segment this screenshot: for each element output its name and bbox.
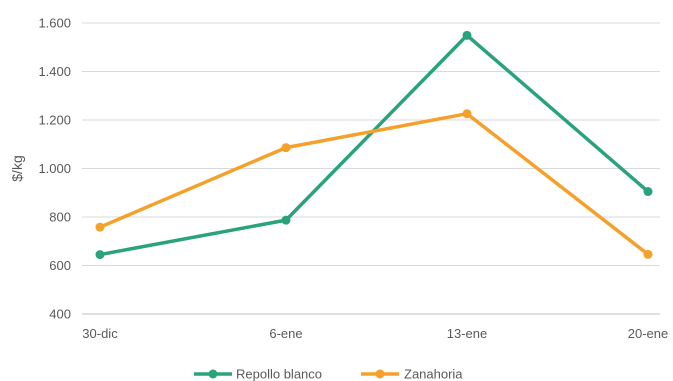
y-tick-label: 1.400 xyxy=(38,64,71,79)
legend: Repollo blanco Zanahoria xyxy=(194,367,463,381)
y-tick-label: 1.200 xyxy=(38,113,71,128)
x-tick-labels: 30-dic 6-ene 13-ene 20-ene xyxy=(82,326,668,341)
data-point xyxy=(643,249,653,259)
legend-item: Zanahoria xyxy=(361,367,463,381)
series-line xyxy=(98,33,650,257)
data-point xyxy=(95,222,105,232)
x-tick-label: 30-dic xyxy=(82,326,118,341)
y-tick-label: 400 xyxy=(49,307,71,322)
data-point xyxy=(462,30,472,40)
data-point xyxy=(462,109,472,119)
y-tick-label: 1.600 xyxy=(38,16,71,31)
gridlines xyxy=(82,22,660,266)
legend-label: Repollo blanco xyxy=(236,367,322,381)
y-tick-label: 800 xyxy=(49,210,71,225)
series-zanahoria xyxy=(95,109,653,259)
data-point xyxy=(281,143,291,153)
x-tick-label: 20-ene xyxy=(628,326,668,341)
series-repollo-blanco xyxy=(95,30,653,260)
series-line xyxy=(98,111,650,257)
legend-item: Repollo blanco xyxy=(194,367,322,381)
legend-swatch-marker xyxy=(375,369,385,379)
y-axis-title: $/kg xyxy=(9,155,25,181)
legend-label: Zanahoria xyxy=(404,367,463,381)
data-point xyxy=(281,215,291,225)
legend-swatch-marker xyxy=(208,369,218,379)
x-tick-label: 13-ene xyxy=(447,326,487,341)
y-tick-label: 600 xyxy=(49,258,71,273)
x-tick-label: 6-ene xyxy=(269,326,302,341)
data-point xyxy=(95,250,105,260)
y-tick-labels: 400 600 800 1.000 1.200 1.400 1.600 xyxy=(38,16,71,322)
data-point xyxy=(643,187,653,197)
y-tick-label: 1.000 xyxy=(38,161,71,176)
series-lines xyxy=(95,30,653,260)
